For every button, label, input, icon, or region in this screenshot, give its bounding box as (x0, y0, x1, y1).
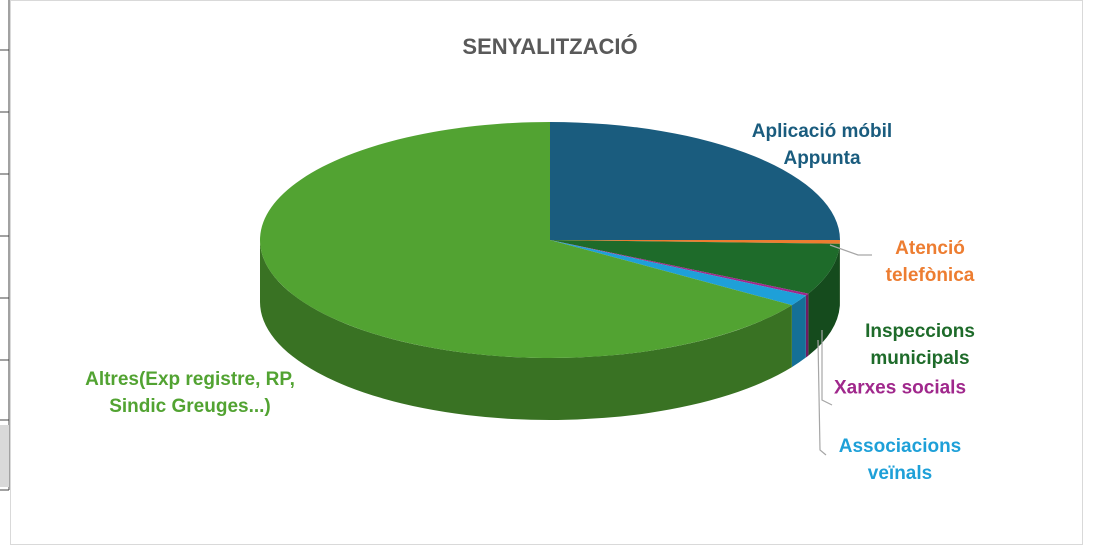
slice (550, 240, 840, 244)
chart-title: SENYALITZACIÓ (462, 34, 638, 59)
data-label: Altres(Exp registre, RP, Sindic Greuges.… (85, 369, 295, 417)
slice-side (260, 240, 792, 420)
data-label: Associacions veïnals (838, 436, 962, 484)
data-label: Xarxes socials (833, 377, 967, 399)
leader-lines (817, 244, 872, 456)
data-label: Aplicació móbil Appunta (751, 121, 893, 169)
slice (550, 240, 806, 306)
data-label: Inspeccions municipals (865, 321, 975, 369)
slice-side (808, 243, 840, 356)
slice (550, 240, 809, 296)
slice (259, 122, 792, 358)
sheet-cells (0, 0, 10, 491)
pie (259, 122, 840, 420)
slice-side (805, 293, 809, 358)
chart-frame (10, 0, 1083, 545)
slice-side (791, 295, 806, 368)
slice (550, 122, 840, 240)
data-label: Atenció telefònica (885, 238, 975, 286)
slice (550, 240, 840, 294)
